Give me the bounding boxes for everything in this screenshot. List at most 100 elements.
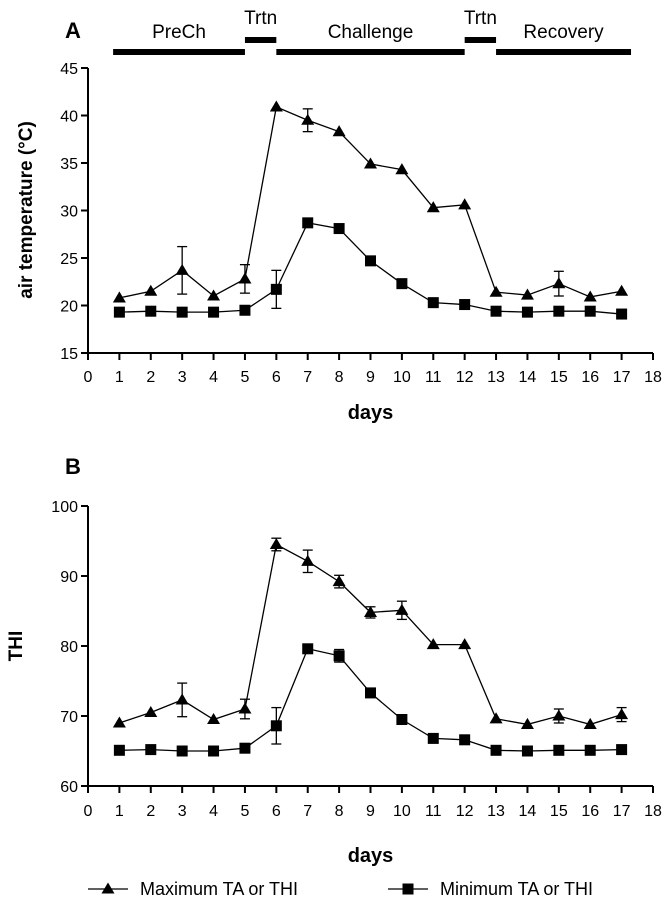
x-tick-label: 2 [146, 803, 155, 820]
max-series-triangle-marker [426, 638, 440, 650]
legend-triangle-marker [101, 882, 115, 894]
legend-square-marker [402, 883, 414, 895]
min-series-line [119, 648, 622, 752]
min-series-square-marker [553, 305, 565, 317]
x-tick-label: 11 [425, 803, 442, 820]
legend-item: Maximum TA or THI [88, 879, 298, 899]
x-tick-label: 13 [487, 369, 505, 386]
x-tick-label: 6 [272, 803, 281, 820]
max-series-triangle-marker [238, 702, 252, 714]
min-series-square-marker [239, 304, 251, 316]
phase-label: Trtn [464, 8, 497, 29]
x-tick-label: 15 [550, 803, 568, 820]
max-series-triangle-marker [395, 603, 409, 615]
x-tick-label: 12 [456, 803, 474, 820]
max-series-triangle-marker [552, 277, 566, 289]
y-tick-label: 35 [60, 156, 78, 173]
min-series-square-marker [113, 306, 125, 318]
x-tick-label: 14 [519, 803, 537, 820]
x-tick-label: 10 [393, 369, 411, 386]
max-series-triangle-marker [583, 290, 597, 302]
x-tick-label: 14 [519, 369, 537, 386]
max-series-triangle-marker [207, 289, 221, 301]
phase-label: PreCh [152, 22, 206, 43]
max-series-triangle-marker [301, 554, 315, 566]
max-series-triangle-marker [583, 717, 597, 729]
legend-item: Minimum TA or THI [388, 879, 593, 899]
min-series-square-marker [113, 744, 125, 756]
x-tick-label: 17 [613, 369, 631, 386]
min-series [113, 217, 628, 320]
legend: Maximum TA or THI Minimum TA or THI [88, 879, 593, 899]
min-series-square-marker [145, 305, 157, 317]
x-tick-label: 8 [335, 369, 344, 386]
min-series-square-marker [553, 744, 565, 756]
min-series-square-marker [302, 217, 314, 229]
x-tick-label: 1 [115, 369, 124, 386]
x-tick-label: 5 [240, 803, 249, 820]
max-series [112, 100, 629, 303]
y-tick-label: 30 [60, 204, 78, 221]
max-series [112, 537, 629, 729]
x-tick-label: 15 [550, 369, 568, 386]
y-tick-label: 40 [60, 109, 78, 126]
min-series-line [119, 222, 622, 315]
min-series-square-marker [333, 223, 345, 235]
max-series-triangle-marker [615, 708, 629, 720]
max-series-triangle-marker [269, 100, 283, 112]
min-series-square-marker [270, 283, 282, 295]
x-tick-label: 17 [613, 803, 631, 820]
min-series-square-marker [365, 687, 376, 699]
y-tick-label: 60 [60, 779, 78, 796]
x-tick-label: 1 [115, 803, 124, 820]
max-series-triangle-marker [489, 285, 503, 297]
min-series-square-marker [521, 745, 533, 757]
x-tick-label: 16 [581, 369, 599, 386]
max-series-triangle-marker [458, 638, 472, 650]
x-tick-label: 13 [487, 803, 505, 820]
max-series-triangle-marker [332, 575, 346, 587]
max-series-line [119, 106, 622, 299]
x-tick-label: 0 [84, 803, 93, 820]
max-series-triangle-marker [144, 706, 158, 718]
min-series-square-marker [490, 305, 502, 317]
min-series-square-marker [365, 255, 376, 267]
y-tick-label: 70 [60, 709, 78, 726]
min-series-square-marker [616, 744, 628, 756]
x-tick-label: 5 [240, 369, 249, 386]
min-series-square-marker [459, 299, 471, 311]
min-series-square-marker [521, 306, 533, 318]
min-series-square-marker [302, 643, 314, 655]
max-series-triangle-marker [175, 693, 189, 705]
max-series-triangle-marker [458, 198, 472, 210]
min-series-square-marker [396, 714, 408, 725]
max-series-triangle-marker [144, 284, 158, 296]
min-series-square-marker [616, 308, 628, 320]
y-tick-label: 45 [60, 61, 78, 78]
max-series-triangle-marker [238, 272, 252, 284]
y-tick-label: 20 [60, 299, 78, 316]
x-tick-label: 16 [581, 803, 599, 820]
max-series-triangle-marker [615, 284, 629, 296]
x-tick-label: 0 [84, 369, 93, 386]
x-tick-label: 2 [146, 369, 155, 386]
x-tick-label: 8 [335, 803, 344, 820]
min-series-square-marker [584, 305, 596, 317]
x-tick-label: 10 [393, 803, 411, 820]
max-series-triangle-marker [426, 201, 440, 213]
x-tick-label: 9 [366, 803, 375, 820]
phase-label: Recovery [523, 22, 604, 43]
min-series-square-marker [176, 745, 188, 757]
x-tick-label: 6 [272, 369, 281, 386]
max-series-triangle-marker [520, 717, 534, 729]
max-series-triangle-marker [332, 125, 346, 137]
min-series-square-marker [490, 744, 502, 756]
y-axis-label: air temperature (°C) [16, 121, 37, 299]
phase-label: Trtn [244, 8, 277, 29]
max-series-triangle-marker [269, 538, 283, 550]
x-tick-label: 4 [209, 803, 218, 820]
x-axis-label: days [348, 402, 394, 424]
legend-label: Minimum TA or THI [440, 879, 593, 899]
